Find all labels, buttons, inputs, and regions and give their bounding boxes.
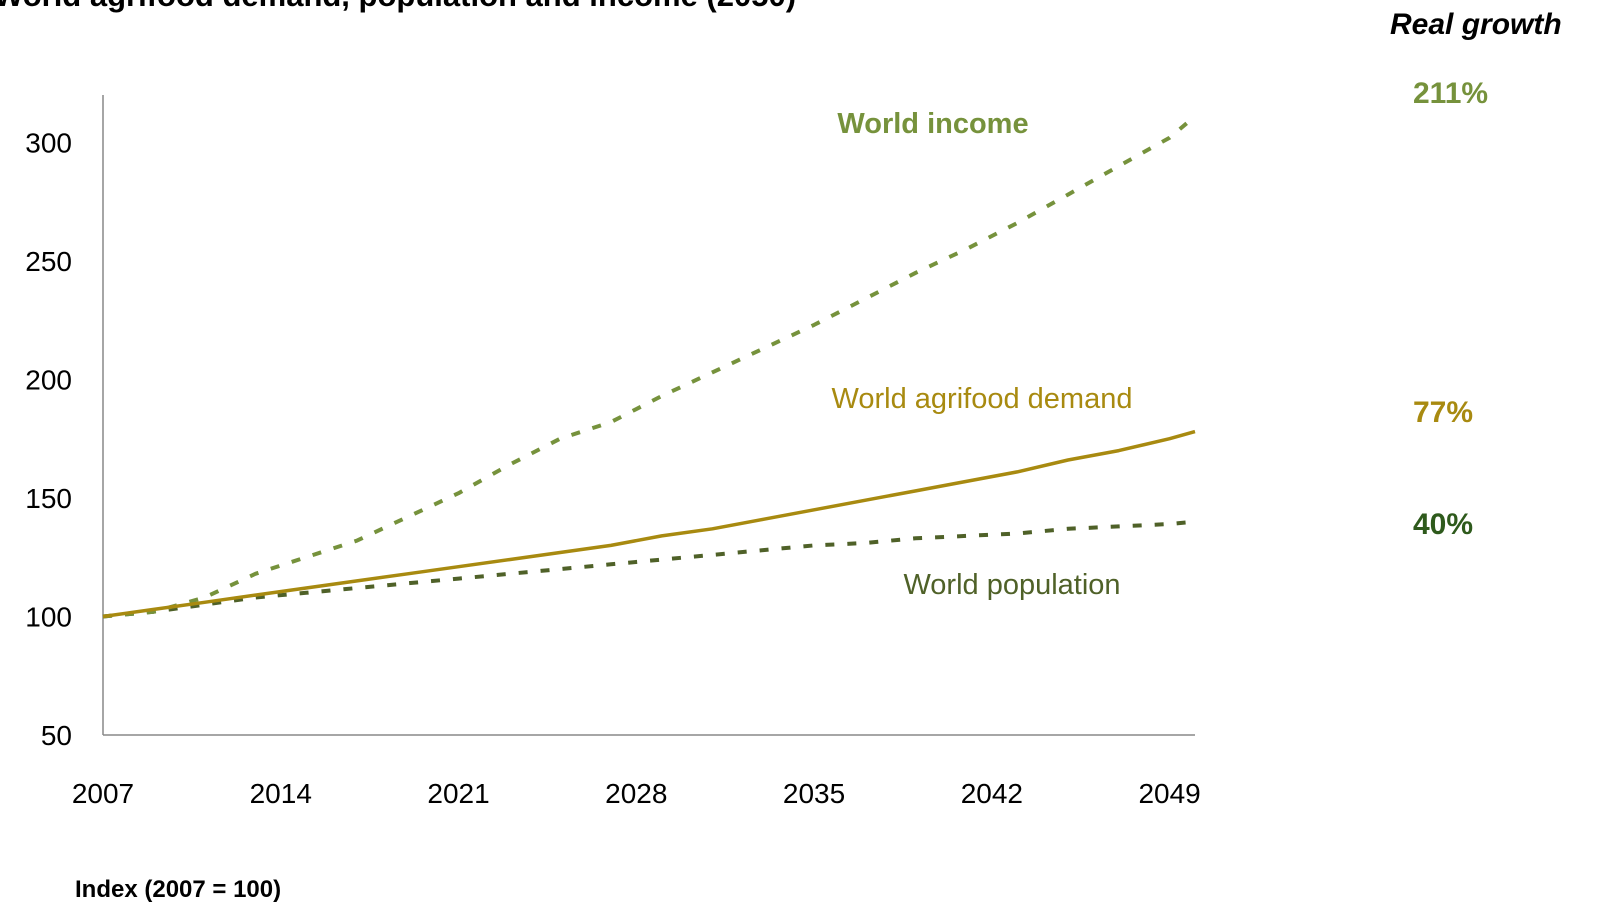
series-line-income: [102, 114, 1197, 619]
x-tick-label: 2028: [605, 778, 667, 809]
y-tick-label: 100: [25, 601, 72, 632]
income-growth-value: 211%: [1413, 77, 1489, 110]
index-note: Index (2007 = 100): [75, 876, 282, 903]
chart-title: World agrifood demand, population and in…: [0, 0, 796, 14]
x-tick-label: 2021: [427, 778, 489, 809]
x-tick-label: 2035: [783, 778, 845, 809]
series-label-income: World income: [837, 108, 1028, 140]
population-growth-value: 40%: [1413, 508, 1474, 541]
y-tick-label: 250: [25, 246, 72, 277]
y-tick-label: 150: [25, 483, 72, 514]
demand-growth-value: 77%: [1413, 396, 1474, 429]
x-tick-label: 2007: [72, 778, 134, 809]
y-tick-label: 300: [25, 127, 72, 158]
x-tick-label: 2049: [1138, 778, 1200, 809]
y-tick-label: 200: [25, 364, 72, 395]
x-tick-label: 2042: [961, 778, 1023, 809]
x-tick-label: 2014: [250, 778, 312, 809]
series-line-demand: [102, 429, 1196, 619]
series-label-population: World population: [903, 569, 1120, 601]
series-label-demand: World agrifood demand: [832, 383, 1133, 415]
real-growth-header: Real growth: [1390, 8, 1562, 41]
y-tick-label: 50: [41, 720, 72, 751]
